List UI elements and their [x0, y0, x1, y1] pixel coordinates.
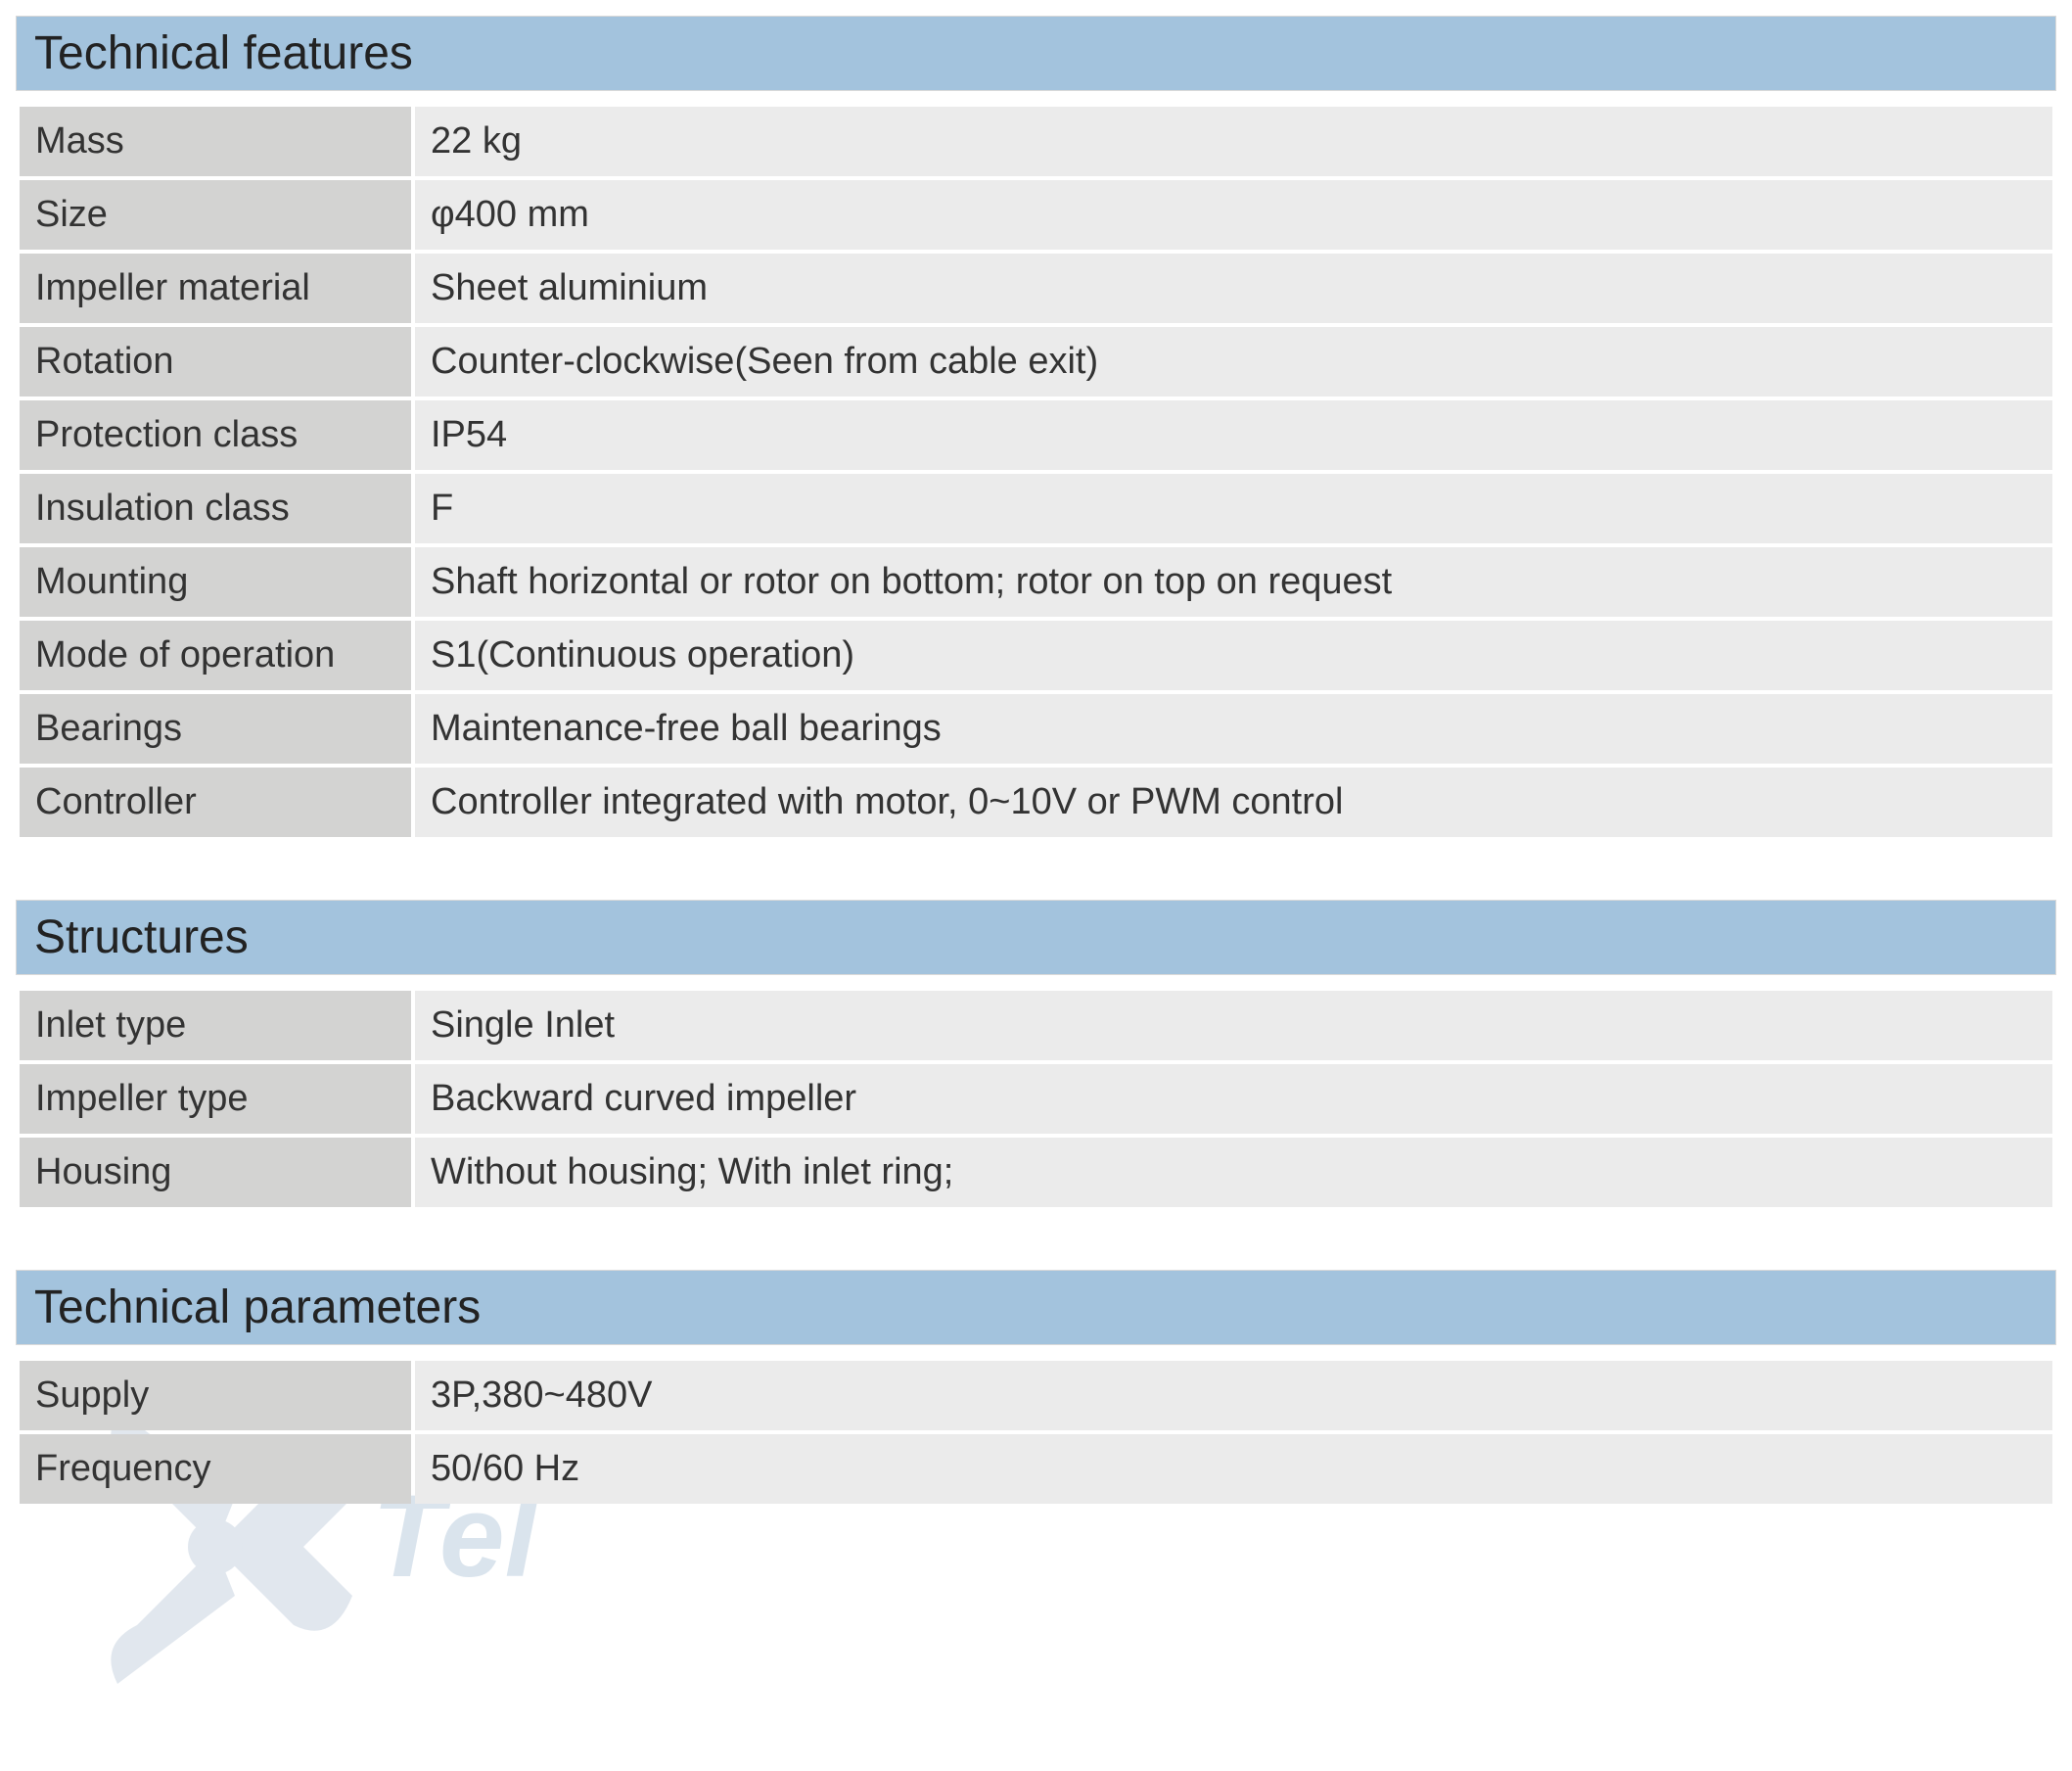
spec-value: 3P,380~480V: [415, 1361, 2052, 1430]
spec-value: S1(Continuous operation): [415, 621, 2052, 690]
table-row: Supply3P,380~480V: [20, 1361, 2052, 1430]
table-row: Inlet typeSingle Inlet: [20, 991, 2052, 1060]
spec-label: Mode of operation: [20, 621, 411, 690]
spec-label: Inlet type: [20, 991, 411, 1060]
spec-label: Rotation: [20, 327, 411, 396]
table-row: Sizeφ400 mm: [20, 180, 2052, 250]
spec-label: Protection class: [20, 400, 411, 470]
spec-value: F: [415, 474, 2052, 543]
spec-value: Counter-clockwise(Seen from cable exit): [415, 327, 2052, 396]
spec-label: Insulation class: [20, 474, 411, 543]
spec-value: 50/60 Hz: [415, 1434, 2052, 1504]
table-row: Impeller materialSheet aluminium: [20, 254, 2052, 323]
spec-value: IP54: [415, 400, 2052, 470]
table-row: HousingWithout housing; With inlet ring;: [20, 1138, 2052, 1207]
structures-tbody: Inlet typeSingle InletImpeller typeBackw…: [20, 991, 2052, 1207]
spec-label: Controller: [20, 768, 411, 837]
spec-label: Mass: [20, 107, 411, 176]
spec-value: 22 kg: [415, 107, 2052, 176]
table-row: Mode of operationS1(Continuous operation…: [20, 621, 2052, 690]
structures-table: Inlet typeSingle InletImpeller typeBackw…: [16, 987, 2056, 1211]
spec-label: Size: [20, 180, 411, 250]
table-row: RotationCounter-clockwise(Seen from cabl…: [20, 327, 2052, 396]
spec-value: Without housing; With inlet ring;: [415, 1138, 2052, 1207]
section-header-technical-features: Technical features: [16, 16, 2056, 91]
table-row: ControllerController integrated with mot…: [20, 768, 2052, 837]
table-row: Impeller typeBackward curved impeller: [20, 1064, 2052, 1134]
spec-label: Impeller material: [20, 254, 411, 323]
spec-value: Controller integrated with motor, 0~10V …: [415, 768, 2052, 837]
technical-parameters-table: Supply3P,380~480VFrequency50/60 Hz: [16, 1357, 2056, 1508]
spec-value: Backward curved impeller: [415, 1064, 2052, 1134]
section-header-structures: Structures: [16, 900, 2056, 975]
table-row: MountingShaft horizontal or rotor on bot…: [20, 547, 2052, 617]
spec-label: Supply: [20, 1361, 411, 1430]
spec-label: Frequency: [20, 1434, 411, 1504]
spec-value: Sheet aluminium: [415, 254, 2052, 323]
technical-parameters-tbody: Supply3P,380~480VFrequency50/60 Hz: [20, 1361, 2052, 1504]
spec-label: Bearings: [20, 694, 411, 764]
table-row: Protection classIP54: [20, 400, 2052, 470]
technical-features-tbody: Mass22 kgSizeφ400 mmImpeller materialShe…: [20, 107, 2052, 837]
table-row: Mass22 kg: [20, 107, 2052, 176]
spec-value: Shaft horizontal or rotor on bottom; rot…: [415, 547, 2052, 617]
table-row: Frequency50/60 Hz: [20, 1434, 2052, 1504]
spec-label: Housing: [20, 1138, 411, 1207]
spec-label: Impeller type: [20, 1064, 411, 1134]
technical-features-table: Mass22 kgSizeφ400 mmImpeller materialShe…: [16, 103, 2056, 841]
section-header-technical-parameters: Technical parameters: [16, 1270, 2056, 1345]
table-row: Insulation classF: [20, 474, 2052, 543]
table-row: BearingsMaintenance-free ball bearings: [20, 694, 2052, 764]
spec-value: Single Inlet: [415, 991, 2052, 1060]
spec-label: Mounting: [20, 547, 411, 617]
spec-value: Maintenance-free ball bearings: [415, 694, 2052, 764]
spec-value: φ400 mm: [415, 180, 2052, 250]
